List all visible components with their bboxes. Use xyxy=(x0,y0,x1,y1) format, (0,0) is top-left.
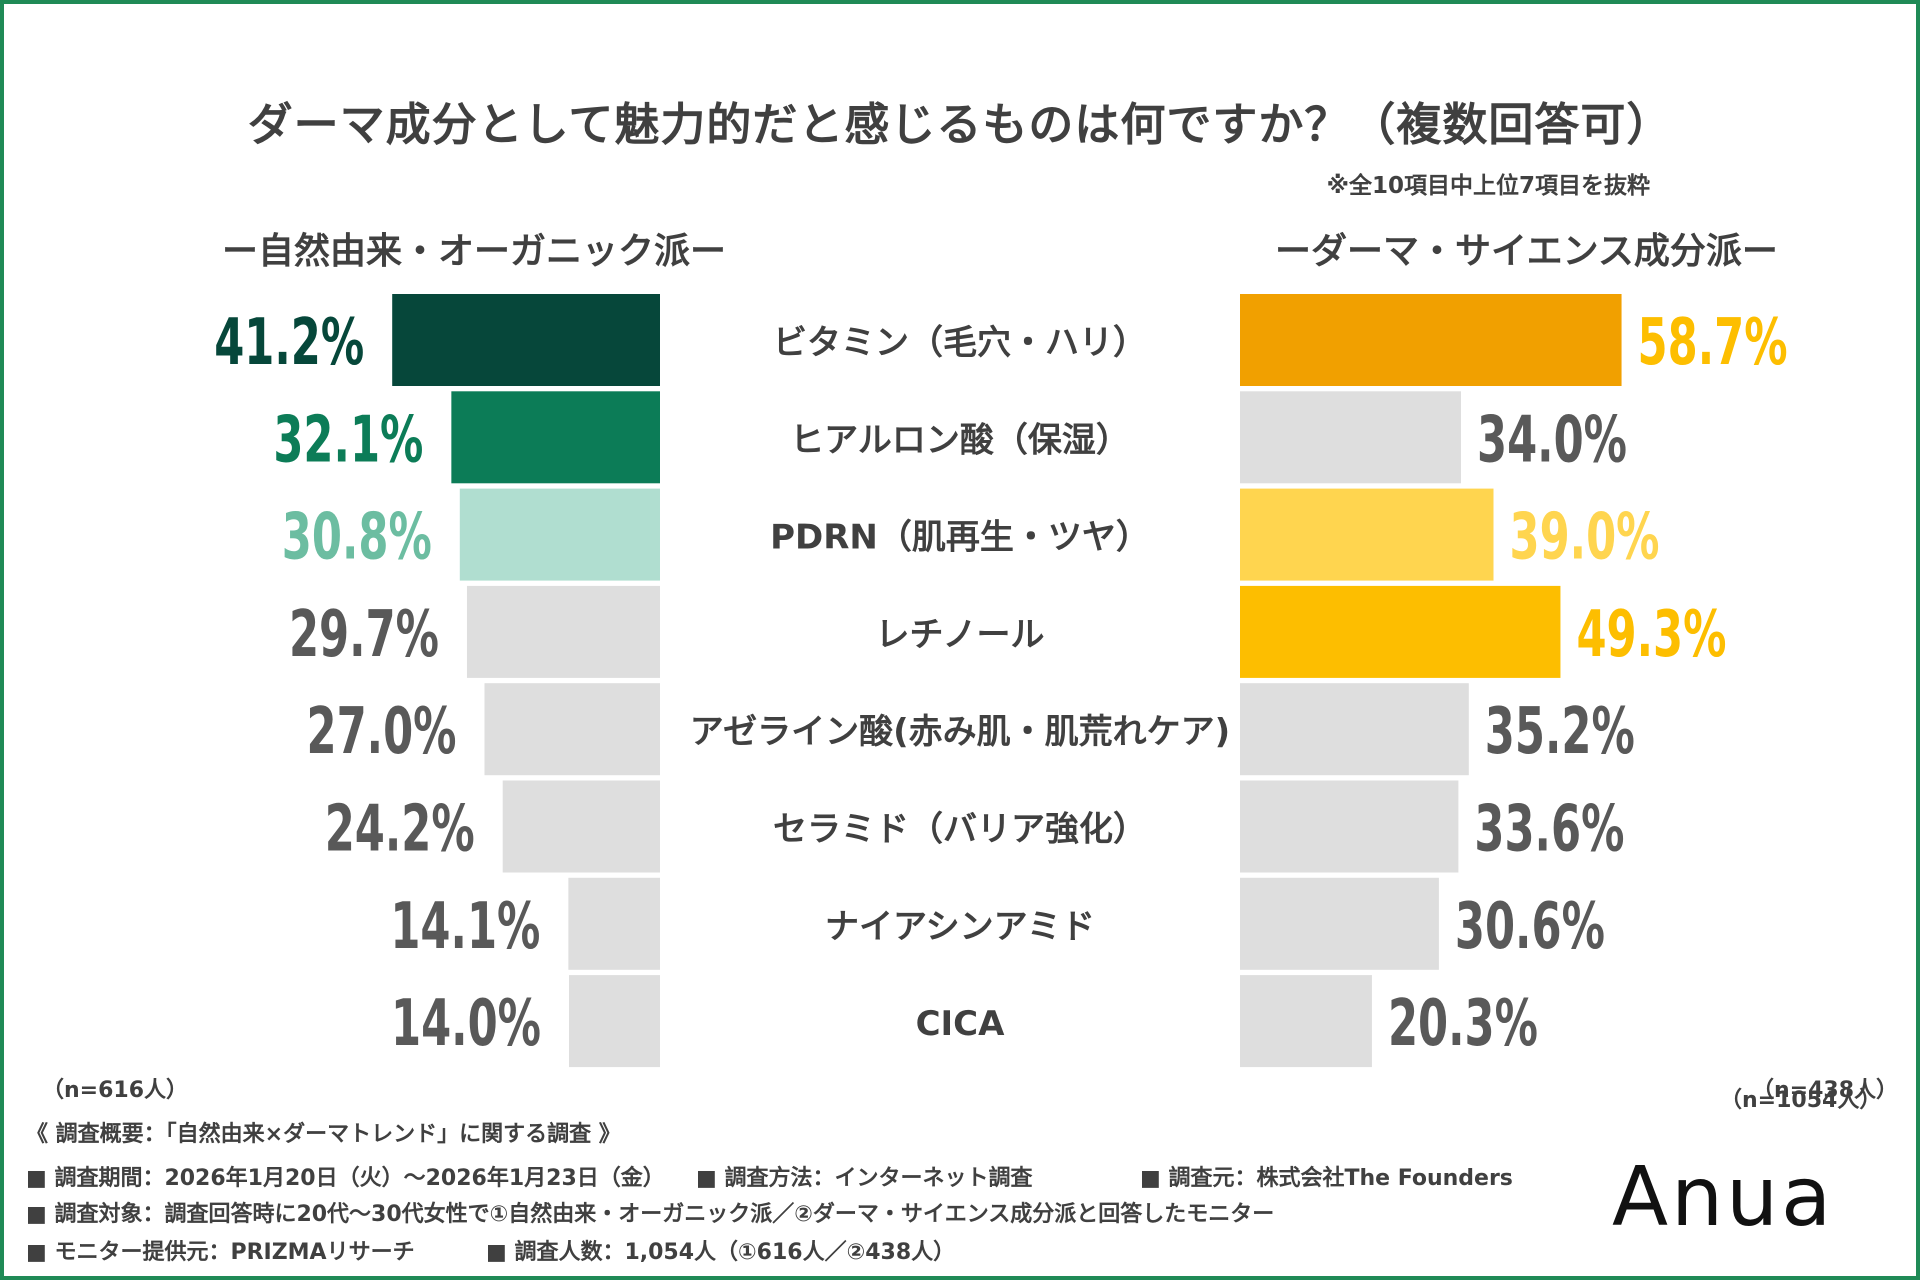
category-label-8: CICA xyxy=(916,1004,1006,1044)
right-value-label-1: 58.7% xyxy=(1638,306,1788,380)
right-bar-8 xyxy=(1240,975,1372,1068)
left-sample-size: （n=616人） xyxy=(42,1078,189,1103)
right-value-label-5: 35.2% xyxy=(1485,695,1635,769)
footer-org: ■ 調査元：株式会社The Founders xyxy=(1140,1166,1513,1191)
right-value-label-6: 33.6% xyxy=(1474,793,1624,867)
right-value-label-8: 20.3% xyxy=(1388,987,1538,1061)
left-value-label-2: 32.1% xyxy=(273,403,423,477)
left-value-label-5: 27.0% xyxy=(307,695,457,769)
right-bar-7 xyxy=(1240,877,1439,970)
right-value-label-3: 39.0% xyxy=(1510,501,1660,575)
right-bar-3 xyxy=(1240,488,1494,581)
anua-logo: Anua xyxy=(1612,1150,1835,1245)
left-bar-3 xyxy=(459,488,660,581)
footer-count: ■ 調査人数：1,054人（①616人／②438人） xyxy=(486,1240,956,1265)
chart-title: ダーマ成分として魅力的だと感じるものは何ですか？（複数回答可） xyxy=(247,98,1673,151)
footer-row-1: ■ 調査期間：2026年1月20日（火）～2026年1月23日（金） ■ 調査方… xyxy=(26,1160,1586,1191)
footer-provider: ■ モニター提供元：PRIZMAリサーチ xyxy=(26,1240,415,1265)
chart-note: ※全10項目中上位7項目を抜粋 xyxy=(1326,173,1650,199)
left-bar-5 xyxy=(484,683,660,776)
footer-row-4: ■ モニター提供元：PRIZMAリサーチ ■ 調査人数：1,054人（①616人… xyxy=(26,1234,1226,1265)
left-value-label-1: 41.2% xyxy=(214,306,364,380)
category-label-1: ビタミン（毛穴・ハリ） xyxy=(773,323,1147,363)
footer-target: ■ 調査対象：調査回答時に20代～30代女性で①自然由来・オーガニック派／②ダー… xyxy=(26,1202,1275,1227)
right-bar-1 xyxy=(1240,294,1622,386)
category-label-4: レチノール xyxy=(876,615,1045,655)
left-value-label-6: 24.2% xyxy=(325,793,475,867)
left-group-label: ー自然由来・オーガニック派ー xyxy=(222,231,727,272)
right-sample-size-overlap: （n=1054人） xyxy=(1720,1088,1882,1113)
left-bar-4 xyxy=(466,585,660,678)
left-bar-8 xyxy=(569,975,660,1068)
category-label-3: PDRN（肌再生・ツヤ） xyxy=(770,518,1150,558)
left-value-label-8: 14.0% xyxy=(391,987,541,1061)
left-bar-7 xyxy=(568,877,660,970)
right-value-label-7: 30.6% xyxy=(1455,890,1605,964)
left-value-label-4: 29.7% xyxy=(289,598,439,672)
left-value-label-7: 14.1% xyxy=(390,890,540,964)
footer-method: ■ 調査方法：インターネット調査 xyxy=(696,1166,1033,1191)
footer-period: ■ 調査期間：2026年1月20日（火）～2026年1月23日（金） xyxy=(26,1166,665,1191)
category-label-2: ヒアルロン酸（保湿） xyxy=(790,420,1130,460)
left-value-label-3: 30.8% xyxy=(282,501,432,575)
left-bar-1 xyxy=(392,294,660,386)
category-label-6: セラミド（バリア強化） xyxy=(773,810,1147,850)
right-bar-4 xyxy=(1240,585,1561,678)
right-bar-5 xyxy=(1240,683,1469,776)
right-bar-6 xyxy=(1240,780,1459,873)
left-bar-2 xyxy=(451,391,660,484)
left-bar-6 xyxy=(502,780,660,873)
right-value-label-4: 49.3% xyxy=(1576,598,1726,672)
right-bar-2 xyxy=(1240,391,1461,484)
footer-heading: 《 調査概要：「自然由来×ダーマトレンド」に関する調査 》 xyxy=(26,1122,621,1147)
right-group-label: ーダーマ・サイエンス成分派ー xyxy=(1275,231,1778,272)
right-sample-size: （n=438人） xyxy=(1752,1078,1899,1103)
category-label-7: ナイアシンアミド xyxy=(825,907,1095,947)
right-value-label-2: 34.0% xyxy=(1477,403,1627,477)
category-label-5: アゼライン酸(赤み肌・肌荒れケア) xyxy=(690,712,1230,752)
